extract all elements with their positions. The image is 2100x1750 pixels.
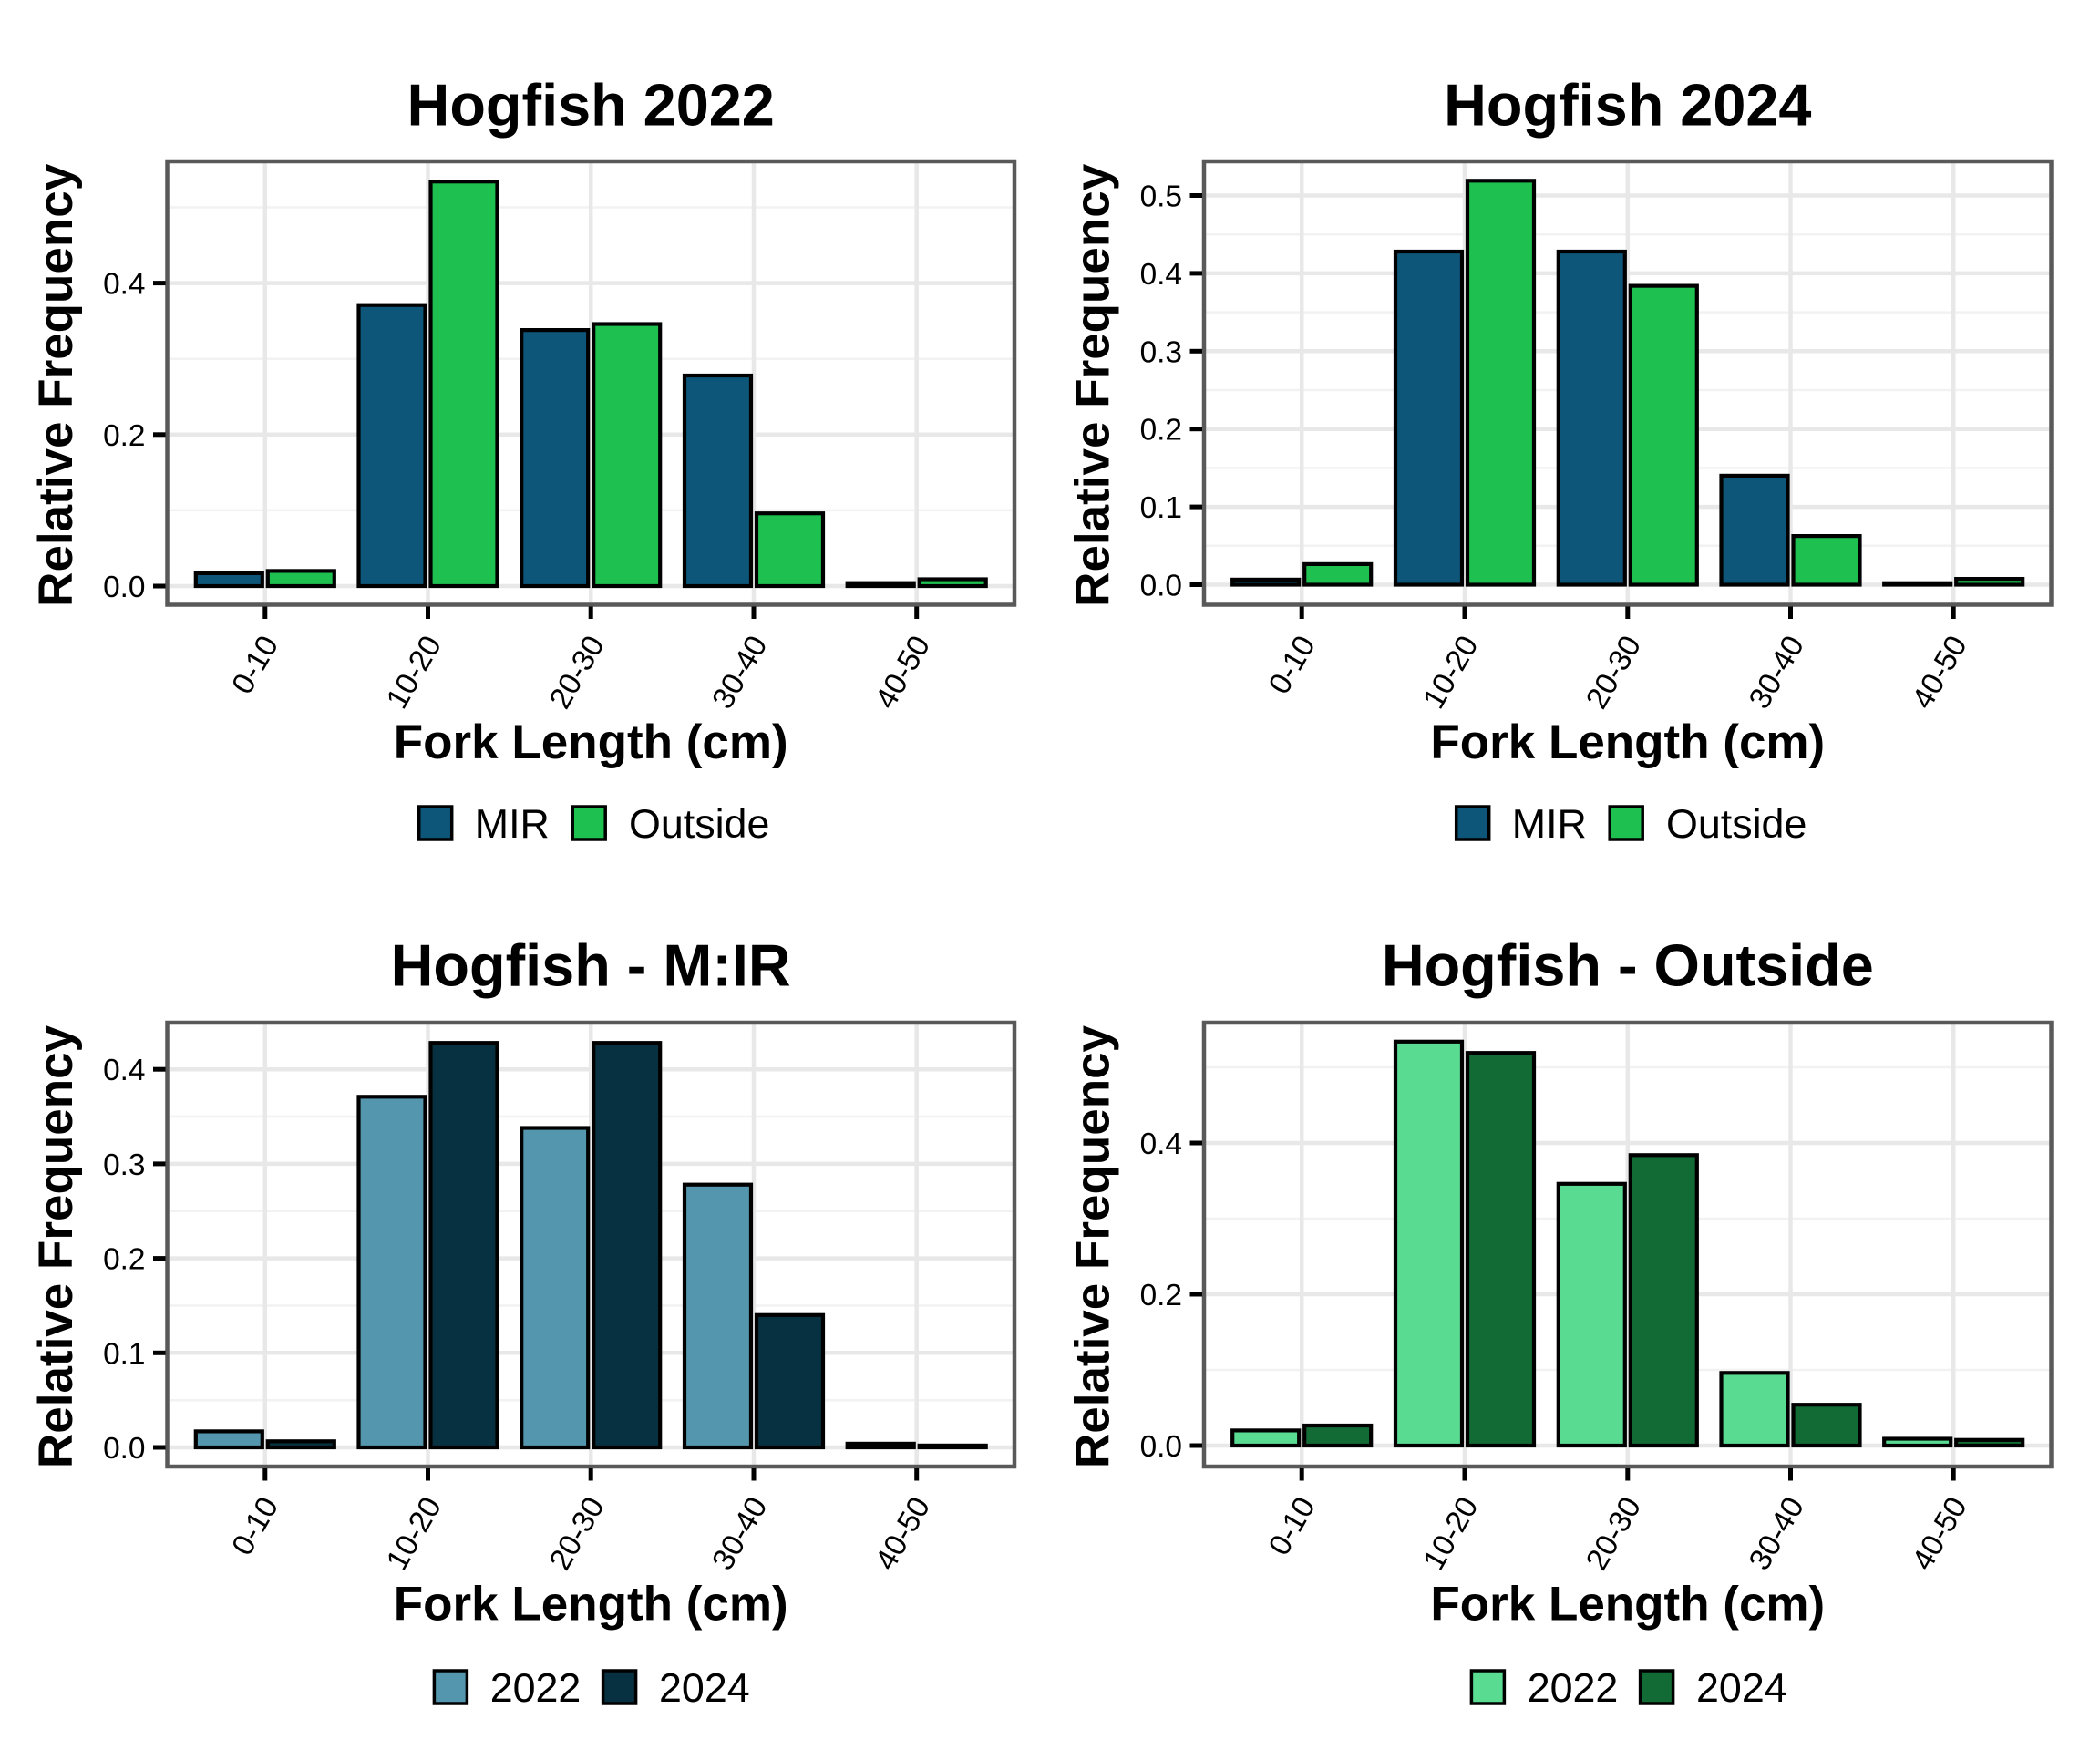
svg-text:Relative Frequency: Relative Frequency: [29, 1024, 83, 1468]
svg-text:0.1: 0.1: [103, 1337, 145, 1371]
svg-text:0.3: 0.3: [103, 1148, 145, 1182]
svg-text:0.2: 0.2: [103, 1243, 145, 1277]
svg-text:2022: 2022: [490, 1665, 582, 1711]
svg-text:Fork Length (cm): Fork Length (cm): [394, 1578, 788, 1632]
svg-text:0.0: 0.0: [1140, 570, 1182, 603]
svg-text:Outside: Outside: [629, 801, 769, 847]
svg-text:0.4: 0.4: [103, 1054, 145, 1087]
svg-text:Hogfish 2022: Hogfish 2022: [407, 72, 775, 139]
svg-text:0.4: 0.4: [1140, 258, 1182, 292]
svg-text:0.0: 0.0: [103, 571, 145, 604]
svg-text:0.4: 0.4: [103, 268, 145, 302]
svg-text:2022: 2022: [1528, 1665, 1619, 1711]
svg-text:0.2: 0.2: [1140, 414, 1182, 448]
svg-text:0.4: 0.4: [1140, 1127, 1182, 1161]
svg-text:0.0: 0.0: [103, 1432, 145, 1466]
svg-text:Fork Length (cm): Fork Length (cm): [394, 715, 788, 769]
svg-text:Hogfish - M:IR: Hogfish - M:IR: [391, 932, 791, 999]
svg-text:0.0: 0.0: [1140, 1430, 1182, 1464]
svg-text:Fork Length (cm): Fork Length (cm): [1430, 715, 1825, 769]
svg-text:Hogfish - Outside: Hogfish - Outside: [1382, 932, 1874, 999]
svg-text:0.2: 0.2: [1140, 1279, 1182, 1312]
svg-text:0.3: 0.3: [1140, 335, 1182, 369]
svg-text:2024: 2024: [659, 1665, 750, 1711]
svg-text:2024: 2024: [1696, 1665, 1787, 1711]
svg-text:Hogfish 2024: Hogfish 2024: [1444, 72, 1811, 139]
svg-text:0.5: 0.5: [1140, 180, 1182, 214]
svg-text:0.2: 0.2: [103, 419, 145, 453]
svg-text:Relative Frequency: Relative Frequency: [29, 163, 83, 607]
svg-text:0.1: 0.1: [1140, 491, 1182, 525]
svg-text:MIR: MIR: [1512, 801, 1587, 847]
svg-text:Relative Frequency: Relative Frequency: [1066, 1024, 1120, 1468]
svg-text:Outside: Outside: [1666, 801, 1807, 847]
svg-text:Relative Frequency: Relative Frequency: [1066, 163, 1120, 607]
svg-text:Fork Length (cm): Fork Length (cm): [1430, 1578, 1825, 1632]
svg-text:MIR: MIR: [475, 801, 550, 847]
